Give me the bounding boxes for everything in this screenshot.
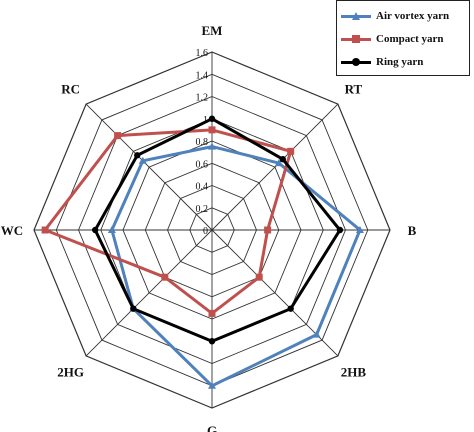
- axis-label: RC: [61, 82, 80, 97]
- data-point: [287, 305, 294, 312]
- data-point: [287, 147, 295, 155]
- legend-item-compact: Compact yarn: [341, 30, 444, 48]
- circle-marker-icon: [341, 53, 371, 71]
- data-point: [208, 126, 216, 134]
- data-point: [208, 338, 216, 345]
- data-point: [336, 226, 344, 234]
- axis-label: WC: [1, 223, 23, 238]
- square-marker-icon: [341, 30, 371, 48]
- data-point: [134, 152, 141, 159]
- data-point: [208, 142, 216, 150]
- data-point: [161, 273, 169, 281]
- legend-label: Compact yarn: [376, 33, 444, 45]
- axis-label: G: [207, 423, 217, 432]
- data-point: [208, 309, 216, 317]
- data-point: [208, 115, 216, 122]
- data-point: [264, 226, 272, 234]
- axis-spoke: [85, 229, 213, 357]
- data-point: [255, 273, 263, 281]
- legend-item-ring: Ring yarn: [341, 53, 423, 71]
- tick-label: 1.4: [196, 70, 209, 81]
- axis-label: 2HB: [341, 364, 367, 379]
- data-point: [274, 159, 283, 167]
- data-point: [107, 226, 116, 233]
- legend-label: Air vortex yarn: [376, 10, 450, 22]
- axis-label: RT: [345, 82, 363, 97]
- data-point: [114, 132, 122, 140]
- tick-label: 0.6: [196, 159, 209, 170]
- data-point: [312, 330, 321, 338]
- data-point: [279, 156, 286, 163]
- tick-label: 0.2: [196, 204, 209, 215]
- axis-label: EM: [202, 23, 223, 38]
- axis-spoke: [211, 103, 339, 231]
- tick-label: 0.4: [196, 182, 209, 193]
- axis-spoke: [85, 103, 213, 231]
- series-line: [110, 145, 362, 388]
- data-point: [91, 226, 99, 234]
- legend: Air vortex yarn Compact yarn Ring yarn: [336, 0, 470, 76]
- legend-label: Ring yarn: [376, 56, 424, 68]
- data-point: [208, 381, 216, 389]
- data-point: [41, 226, 49, 234]
- tick-label: 0.8: [196, 137, 209, 148]
- data-point: [355, 226, 364, 233]
- tick-label: 1: [203, 115, 208, 126]
- tick-label: 0: [203, 226, 208, 237]
- data-point: [130, 305, 137, 312]
- legend-item-air-vortex: Air vortex yarn: [341, 7, 449, 25]
- tick-label: 1.6: [196, 48, 209, 59]
- data-point: [138, 156, 147, 164]
- axis-label: B: [408, 223, 417, 238]
- axis-label: 2HG: [57, 364, 84, 379]
- tick-label: 1.2: [196, 93, 209, 104]
- triangle-marker-icon: [341, 7, 371, 25]
